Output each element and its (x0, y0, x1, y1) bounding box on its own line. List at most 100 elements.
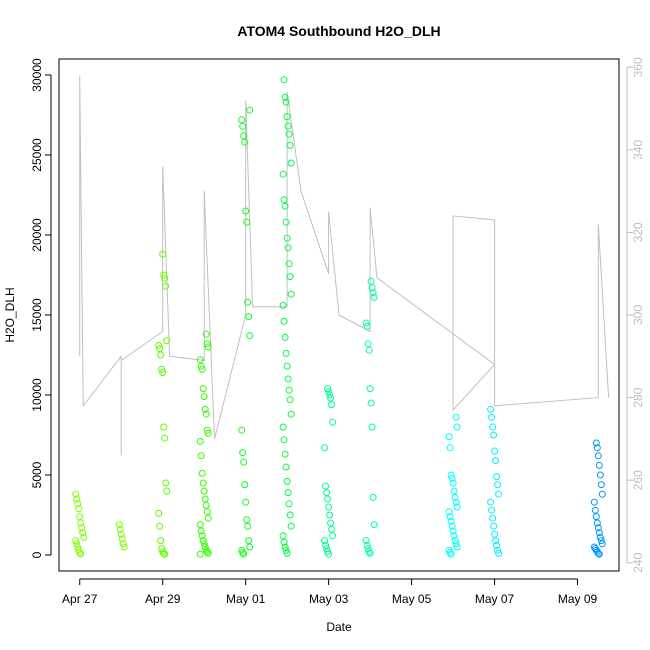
data-point (161, 274, 169, 282)
data-point (239, 122, 247, 130)
data-point (198, 469, 206, 477)
data-point (73, 540, 81, 548)
data-point (321, 444, 329, 452)
secondary-series-line (79, 75, 610, 456)
y2-tick-label: 260 (631, 470, 645, 490)
data-point (324, 495, 332, 503)
data-point (446, 549, 454, 557)
data-point (158, 365, 166, 373)
data-point (452, 498, 460, 506)
data-point (489, 514, 497, 522)
data-point (80, 533, 88, 541)
chart-title: ATOM4 Southbound H2O_DLH (237, 23, 440, 39)
data-point (199, 537, 207, 545)
data-point (367, 399, 375, 407)
data-point (78, 524, 86, 532)
data-point (281, 93, 289, 101)
data-point (368, 423, 376, 431)
data-point (279, 170, 287, 178)
data-point (115, 521, 123, 529)
data-point (597, 537, 605, 545)
data-point (326, 391, 334, 399)
data-point (286, 273, 294, 281)
data-point (594, 549, 602, 557)
plot-frame (58, 58, 620, 572)
data-point (161, 550, 169, 558)
data-point (445, 433, 453, 441)
data-point (199, 479, 207, 487)
y-tick-label: 15000 (30, 298, 44, 332)
data-point (489, 423, 497, 431)
data-point (446, 513, 454, 521)
data-point (328, 401, 336, 409)
data-point (598, 490, 606, 498)
data-point (591, 506, 599, 514)
y2-tick-label: 360 (631, 57, 645, 77)
y2-tick-label: 320 (631, 222, 645, 242)
data-point (368, 284, 376, 292)
data-point (495, 490, 503, 498)
data-point (244, 298, 252, 306)
data-point (447, 550, 455, 558)
data-point (282, 463, 290, 471)
data-point (451, 493, 459, 501)
data-point (156, 522, 164, 530)
data-point (280, 436, 288, 444)
data-point (285, 386, 293, 394)
data-point (366, 549, 374, 557)
data-point (363, 322, 371, 330)
data-point (493, 541, 501, 549)
x-axis: Apr 27 Apr 29 May 01 May 03 May 05 May 07 May … (62, 578, 598, 606)
data-point (200, 487, 208, 495)
data-point (325, 388, 333, 396)
data-point (363, 541, 371, 549)
data-point (203, 548, 211, 556)
data-point (199, 385, 207, 393)
data-point (326, 511, 334, 519)
x-tick-label: May 01 (226, 592, 266, 606)
data-point (492, 537, 500, 545)
data-point (159, 250, 167, 258)
data-point (493, 473, 501, 481)
data-point (487, 498, 495, 506)
data-point (240, 132, 248, 140)
data-point (495, 549, 503, 557)
data-point (365, 548, 373, 556)
data-point (239, 549, 247, 557)
secondary-series-layer (79, 75, 610, 456)
data-point (287, 522, 295, 530)
data-point (593, 444, 601, 452)
data-point (282, 218, 290, 226)
y-tick-label: 5000 (30, 461, 44, 488)
data-point (284, 244, 292, 252)
data-point (72, 490, 80, 498)
data-point (72, 537, 80, 545)
data-point (241, 481, 249, 489)
data-point (593, 519, 601, 527)
data-point (198, 365, 206, 373)
data-point (283, 549, 291, 557)
data-point (592, 513, 600, 521)
y2-axis: 240 260 280 300 320 340 360 (626, 57, 645, 573)
data-point (283, 234, 291, 242)
data-point (492, 457, 500, 465)
data-point (119, 540, 127, 548)
data-point (598, 540, 606, 548)
data-point (196, 356, 204, 364)
data-point (281, 202, 289, 210)
data-point (282, 98, 290, 106)
data-point (284, 489, 292, 497)
data-point (239, 449, 247, 457)
data-point (446, 444, 454, 452)
data-point (203, 426, 211, 434)
data-point (453, 503, 461, 511)
data-point (597, 481, 605, 489)
data-point (370, 521, 378, 529)
data-point (491, 447, 499, 455)
data-point (284, 122, 292, 130)
data-point (279, 301, 287, 309)
data-point (246, 106, 254, 114)
data-point (494, 546, 502, 554)
data-point (161, 434, 169, 442)
